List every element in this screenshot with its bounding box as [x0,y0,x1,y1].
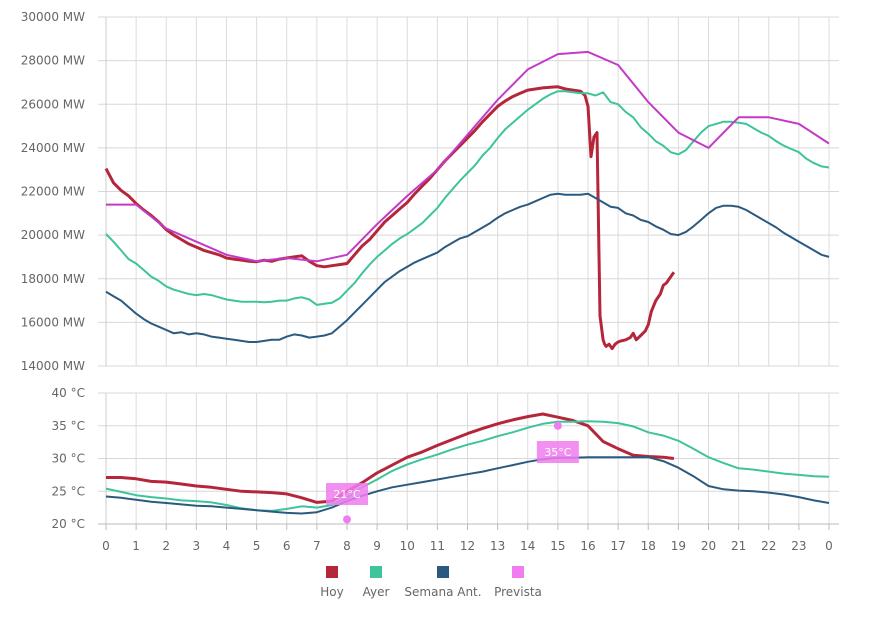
x-tick-label: 7 [313,539,321,553]
power-y-tick-label: 18000 MW [21,272,85,286]
temperature-series-line-hoy [106,412,675,504]
power-series-group [104,50,830,351]
power-grid [98,16,839,367]
forecast-point [553,421,562,430]
power-series-line-ayer [105,90,830,306]
legend-item-prevista[interactable]: Prevista [494,566,542,599]
forecast-point [343,515,351,524]
legend-swatch [512,566,524,578]
x-tick-label: 0 [102,539,110,553]
forecast-label-box [536,441,579,463]
x-tick-label: 5 [253,539,261,553]
legend: Hoy Ayer Semana Ant. Prevista [320,566,542,599]
temperature-grid [98,392,839,525]
temperature-y-tick-label: 40 °C [52,386,85,400]
x-tick-label: 17 [610,539,625,553]
x-tick-label: 8 [343,539,351,553]
x-tick-label: 2 [162,539,170,553]
forecast-label-box [326,483,368,505]
temperature-series-line-ayer [105,420,830,512]
legend-swatch [326,566,338,578]
power-y-tick-label: 14000 MW [21,359,85,373]
power-y-tick-label: 16000 MW [21,315,85,329]
power-y-tick-label: 26000 MW [21,97,85,111]
power-y-tick-label: 20000 MW [21,228,85,242]
power-y-tick-label: 22000 MW [21,185,85,199]
legend-label: Ayer [363,585,390,599]
temperature-y-tick-label: 25 °C [52,484,85,498]
x-tick-label: 9 [373,539,381,553]
x-tick-label: 3 [193,539,201,553]
legend-item-semana-ant-[interactable]: Semana Ant. [404,566,482,599]
power-y-tick-label: 24000 MW [21,141,85,155]
legend-item-ayer[interactable]: Ayer [363,566,390,599]
x-tick-label: 21 [731,539,746,553]
forecast-label: 21°C [333,488,360,501]
x-tick-label: 1 [132,539,140,553]
x-axis: 0 1 2 3 4 5 6 7 8 9 10 11 12 13 14 15 16 17 18 19 20 21 22 23 0 [102,524,833,553]
power-y-axis: 14000 MW 16000 MW 18000 MW 20000 MW 22000 MW… [21,10,85,373]
legend-item-hoy[interactable]: Hoy [320,566,344,599]
x-tick-label: 11 [430,539,445,553]
forecast-label: 35°C [544,446,571,459]
x-tick-label: 6 [283,539,291,553]
x-tick-label: 16 [580,539,595,553]
legend-swatch [370,566,382,578]
x-tick-label: 23 [791,539,806,553]
power-y-tick-label: 28000 MW [21,54,85,68]
x-tick-label: 19 [671,539,686,553]
x-tick-label: 0 [825,539,833,553]
power-series-line-hoy [104,85,676,351]
temperature-series-group [105,412,830,515]
temperature-y-axis: 20 °C 25 °C 30 °C 35 °C 40 °C [52,386,85,531]
x-tick-label: 13 [490,539,505,553]
x-tick-label: 10 [400,539,415,553]
x-tick-label: 15 [550,539,565,553]
power-series-line-prevista [106,50,830,263]
legend-label: Prevista [494,585,542,599]
temperature-y-tick-label: 30 °C [52,452,85,466]
temperature-y-tick-label: 35 °C [52,419,85,433]
temperature-forecast-group: 21°C 35°C [326,421,579,524]
x-tick-label: 4 [223,539,231,553]
power-y-tick-label: 30000 MW [21,10,85,24]
x-tick-label: 14 [520,539,535,553]
temperature-series-line-semana-ant- [105,456,830,515]
legend-label: Hoy [320,585,343,599]
legend-label: Semana Ant. [404,585,481,599]
legend-swatch [437,566,449,578]
x-tick-label: 22 [761,539,776,553]
x-tick-label: 18 [641,539,656,553]
x-tick-label: 20 [701,539,716,553]
x-tick-label: 12 [460,539,475,553]
power-series-line-semana-ant- [105,192,830,343]
temperature-y-tick-label: 20 °C [52,517,85,531]
